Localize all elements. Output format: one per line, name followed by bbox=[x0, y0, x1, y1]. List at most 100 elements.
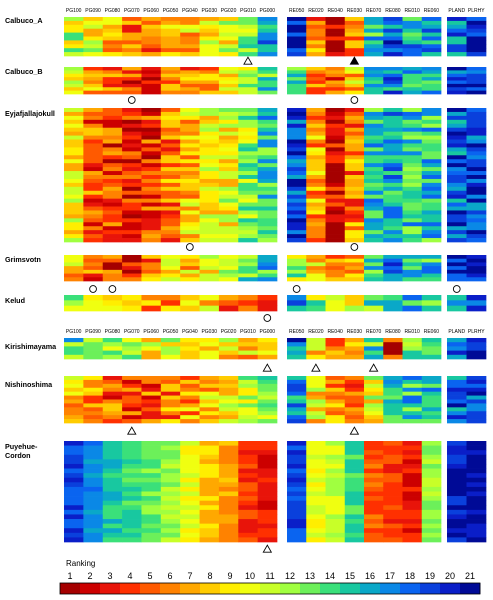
heatmap-cell-eyjafjallajokull-pg040-r33 bbox=[180, 234, 200, 239]
heatmap-cell-puyehue-cordon-pg010-r17 bbox=[238, 514, 258, 520]
heatmap-cell-eyjafjallajokull-pg020-r10 bbox=[218, 143, 239, 148]
heatmap-cell-nishinoshima-pg030-r6 bbox=[199, 395, 220, 400]
heatmap-cell-eyjafjallajokull-pg000-r24 bbox=[257, 198, 278, 203]
heatmap-cell-eyjafjallajokull-pg100-r6 bbox=[64, 127, 84, 132]
heatmap-cell-nishinoshima-pg030-r7 bbox=[199, 399, 220, 404]
marker-kirishimayama-1-open-triangle bbox=[262, 363, 273, 372]
heatmap-cell-calbuco-a-pg000-r9 bbox=[257, 48, 278, 53]
heatmap-cell-puyehue-cordon-pland-r10 bbox=[447, 482, 467, 488]
heatmap-cell-grimsvotn-pg010-r6 bbox=[238, 273, 258, 278]
heatmap-cell-calbuco-a-pg060-r10 bbox=[141, 52, 162, 57]
heatmap-cell-eyjafjallajokull-re010-r20 bbox=[402, 182, 423, 188]
heatmap-cell-eyjafjallajokull-pland-r17 bbox=[447, 171, 467, 176]
heatmap-cell-puyehue-cordon-re050-r22 bbox=[287, 537, 307, 543]
heatmap-cell-puyehue-cordon-pg090-r3 bbox=[83, 450, 104, 456]
heatmap-cell-calbuco-b-re010-r4 bbox=[402, 77, 423, 81]
heatmap-cell-calbuco-b-pg030-r6 bbox=[199, 83, 220, 88]
heatmap-cell-calbuco-a-re060-r9 bbox=[421, 48, 442, 53]
heatmap-cell-kelud-pg050-r2 bbox=[160, 300, 181, 307]
heatmap-cell-eyjafjallajokull-pg040-r7 bbox=[180, 131, 200, 136]
heatmap-cell-nishinoshima-re070-r9 bbox=[364, 407, 384, 412]
heatmap-cell-eyjafjallajokull-pg060-r14 bbox=[141, 159, 162, 164]
heatmap-cell-eyjafjallajokull-pg050-r7 bbox=[160, 131, 181, 136]
heatmap-cell-calbuco-a-re080-r5 bbox=[383, 32, 403, 37]
heatmap-cell-puyehue-cordon-plrhy-r20 bbox=[466, 528, 487, 534]
heatmap-cell-puyehue-cordon-re010-r5 bbox=[402, 459, 423, 465]
heatmap-cell-calbuco-a-re010-r5 bbox=[402, 32, 423, 37]
heatmap-cell-eyjafjallajokull-re020-r29 bbox=[306, 218, 326, 223]
heatmap-cell-eyjafjallajokull-re080-r34 bbox=[383, 238, 403, 243]
heatmap-cell-eyjafjallajokull-pg040-r5 bbox=[180, 123, 200, 129]
heatmap-cell-eyjafjallajokull-re050-r32 bbox=[287, 230, 307, 235]
heatmap-cell-eyjafjallajokull-pland-r20 bbox=[447, 182, 467, 188]
heatmap-cell-eyjafjallajokull-pland-r6 bbox=[447, 127, 467, 132]
heatmap-cell-puyehue-cordon-pg100-r12 bbox=[64, 491, 84, 497]
heatmap-cell-eyjafjallajokull-re080-r19 bbox=[383, 178, 403, 184]
heatmap-cell-puyehue-cordon-pg010-r8 bbox=[238, 473, 258, 479]
heatmap-cell-eyjafjallajokull-re040-r22 bbox=[325, 190, 346, 196]
heatmap-cell-nishinoshima-re060-r9 bbox=[421, 407, 442, 412]
heatmap-cell-puyehue-cordon-pg030-r18 bbox=[199, 519, 220, 524]
heatmap-cell-puyehue-cordon-re040-r3 bbox=[325, 450, 346, 456]
heatmap-cell-eyjafjallajokull-pg010-r30 bbox=[238, 222, 258, 227]
heatmap-cell-puyehue-cordon-pland-r5 bbox=[447, 459, 467, 465]
heatmap-cell-eyjafjallajokull-pg020-r7 bbox=[218, 131, 239, 136]
heatmap-cell-eyjafjallajokull-pg060-r13 bbox=[141, 155, 162, 160]
heatmap-cell-calbuco-b-re080-r1 bbox=[383, 67, 403, 71]
heatmap-cell-eyjafjallajokull-pg010-r6 bbox=[238, 127, 258, 132]
column-label-pg100-top: PG100 bbox=[66, 8, 82, 14]
heatmap-cell-nishinoshima-pg040-r4 bbox=[180, 387, 200, 393]
heatmap-cell-calbuco-a-pg040-r4 bbox=[180, 28, 200, 33]
heatmap-cell-nishinoshima-re070-r5 bbox=[364, 391, 384, 396]
heatmap-cell-grimsvotn-pland-r2 bbox=[447, 258, 467, 263]
heatmap-cell-nishinoshima-pg070-r2 bbox=[122, 379, 142, 385]
heatmap-cell-nishinoshima-pg090-r4 bbox=[83, 387, 104, 393]
heatmap-cell-nishinoshima-re050-r10 bbox=[287, 411, 307, 416]
heatmap-cell-nishinoshima-re010-r7 bbox=[402, 399, 423, 404]
heatmap-cell-nishinoshima-pg040-r6 bbox=[180, 395, 200, 400]
heatmap-cell-puyehue-cordon-pg070-r10 bbox=[122, 482, 142, 488]
heatmap-cell-nishinoshima-plrhy-r7 bbox=[466, 399, 487, 404]
heatmap-cell-puyehue-cordon-pg030-r13 bbox=[199, 496, 220, 502]
heatmap-cell-calbuco-a-plrhy-r10 bbox=[466, 52, 487, 57]
heatmap-cell-puyehue-cordon-pg050-r13 bbox=[160, 496, 181, 502]
heatmap-cell-eyjafjallajokull-pland-r31 bbox=[447, 226, 467, 231]
heatmap-cell-puyehue-cordon-pland-r14 bbox=[447, 500, 467, 506]
heatmap-cell-grimsvotn-pg100-r5 bbox=[64, 269, 84, 274]
heatmap-cell-calbuco-b-re060-r2 bbox=[421, 70, 442, 75]
heatmap-cell-puyehue-cordon-re050-r5 bbox=[287, 459, 307, 465]
heatmap-cell-eyjafjallajokull-re070-r7 bbox=[364, 131, 384, 136]
heatmap-cell-calbuco-a-pland-r1 bbox=[447, 17, 467, 22]
heatmap-cell-kirishimayama-pg080-r1 bbox=[102, 338, 123, 343]
heatmap-cell-puyehue-cordon-pg060-r11 bbox=[141, 486, 162, 492]
heatmap-cell-eyjafjallajokull-re050-r8 bbox=[287, 135, 307, 140]
heatmap-cell-nishinoshima-pg020-r2 bbox=[218, 379, 239, 385]
heatmap-cell-grimsvotn-re060-r3 bbox=[421, 262, 442, 267]
heatmap-cell-eyjafjallajokull-re050-r21 bbox=[287, 186, 307, 192]
heatmap-cell-calbuco-b-pg030-r4 bbox=[199, 77, 220, 81]
heatmap-cell-calbuco-b-re080-r6 bbox=[383, 83, 403, 88]
heatmap-cell-eyjafjallajokull-plrhy-r34 bbox=[466, 238, 487, 243]
heatmap-cell-puyehue-cordon-pg070-r14 bbox=[122, 500, 142, 506]
heatmap-cell-nishinoshima-plrhy-r11 bbox=[466, 415, 487, 420]
heatmap-cell-grimsvotn-re040-r1 bbox=[325, 255, 346, 260]
heatmap-cell-calbuco-a-re080-r6 bbox=[383, 36, 403, 41]
heatmap-cell-kelud-pland-r1 bbox=[447, 295, 467, 301]
heatmap-cell-calbuco-b-pg060-r4 bbox=[141, 77, 162, 81]
heatmap-cell-eyjafjallajokull-re080-r27 bbox=[383, 210, 403, 215]
heatmap-cell-eyjafjallajokull-pg060-r20 bbox=[141, 182, 162, 188]
heatmap-cell-puyehue-cordon-pg070-r12 bbox=[122, 491, 142, 497]
heatmap-cell-eyjafjallajokull-plrhy-r7 bbox=[466, 131, 487, 136]
heatmap-cell-eyjafjallajokull-pg060-r32 bbox=[141, 230, 162, 235]
heatmap-cell-nishinoshima-re080-r3 bbox=[383, 383, 403, 389]
heatmap-cell-eyjafjallajokull-pg040-r30 bbox=[180, 222, 200, 227]
heatmap-cell-nishinoshima-pg090-r2 bbox=[83, 379, 104, 385]
heatmap-cell-eyjafjallajokull-pg030-r11 bbox=[199, 147, 220, 152]
heatmap-cell-calbuco-b-pland-r5 bbox=[447, 80, 467, 85]
heatmap-cell-calbuco-a-pg090-r5 bbox=[83, 32, 104, 37]
heatmap-cell-grimsvotn-pg030-r3 bbox=[199, 262, 220, 267]
heatmap-cell-eyjafjallajokull-pg000-r15 bbox=[257, 163, 278, 168]
heatmap-cell-eyjafjallajokull-pg060-r24 bbox=[141, 198, 162, 203]
heatmap-cell-nishinoshima-pg080-r4 bbox=[102, 387, 123, 393]
heatmap-cell-kirishimayama-pg040-r3 bbox=[180, 346, 200, 351]
